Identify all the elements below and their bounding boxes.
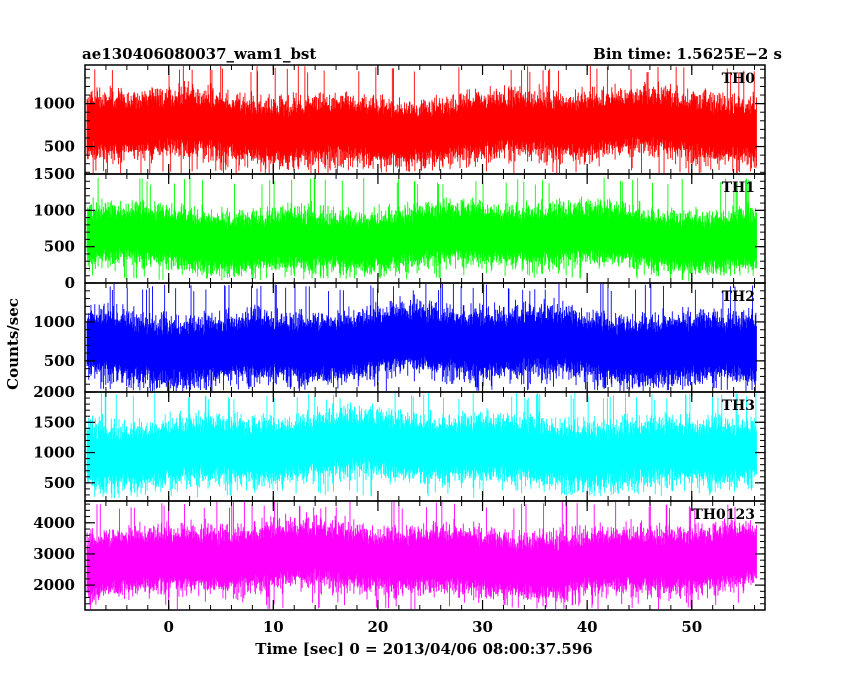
panel-th3: 500 1000 1500 2000 TH3 <box>33 383 766 502</box>
y-tick-label: 2000 <box>33 576 75 594</box>
y-tick-label: 500 <box>44 474 75 492</box>
x-tick-label: 50 <box>681 618 702 636</box>
panel-label-th3: TH3 <box>722 398 755 414</box>
y-tick-label: 3000 <box>33 545 75 563</box>
y-tick-label: 1000 <box>33 444 75 462</box>
y-tick-label: 0 <box>65 274 75 292</box>
series-trace-th1 <box>86 177 757 282</box>
y-tick-label: 4000 <box>33 514 75 532</box>
y-tick-label: 1000 <box>33 95 75 113</box>
y-tick-label: 1000 <box>33 313 75 331</box>
panel-frame <box>84 500 766 611</box>
y-axis-title: Counts/sec <box>4 298 22 390</box>
x-tick-label: 40 <box>577 618 598 636</box>
y-tick-label: 2000 <box>33 383 75 401</box>
series-trace-th2 <box>86 284 757 391</box>
series-trace-th0123 <box>86 502 757 609</box>
panel-th1: 0 500 1000 1500 TH1 <box>33 165 766 292</box>
y-tick-label: 1500 <box>33 165 75 183</box>
y-tick-label: 500 <box>44 138 75 156</box>
series-trace-th3 <box>86 393 757 499</box>
y-tick-label: 500 <box>44 238 75 256</box>
panel-th0123: 2000 3000 4000 TH0123 <box>33 500 766 611</box>
chart-title: ae130406080037_wam1_bst <box>82 45 316 63</box>
bin-time-label: Bin time: 1.5625E−2 s <box>593 45 782 63</box>
panel-label-th2: TH2 <box>722 289 755 305</box>
x-tick-label: 0 <box>163 618 173 636</box>
panel-th0: 500 1000 TH0 <box>33 64 766 175</box>
x-tick-label: 20 <box>367 618 388 636</box>
panel-label-th0: TH0 <box>722 71 756 87</box>
series-trace-th0 <box>86 66 757 173</box>
panel-th2: 500 1000 TH2 <box>33 282 766 393</box>
y-tick-label: 1000 <box>33 201 75 219</box>
panel-label-th1: TH1 <box>722 180 755 196</box>
x-tick-label: 10 <box>263 618 284 636</box>
y-tick-label: 1500 <box>33 413 75 431</box>
y-tick-label: 500 <box>44 352 75 370</box>
panel-label-th0123: TH0123 <box>692 507 755 523</box>
panel-stack: 5001000TH0050010001500TH15001000TH250010… <box>33 64 766 636</box>
x-tick-label: 30 <box>472 618 493 636</box>
x-axis-title: Time [sec] 0 = 2013/04/06 08:00:37.596 <box>255 640 592 658</box>
